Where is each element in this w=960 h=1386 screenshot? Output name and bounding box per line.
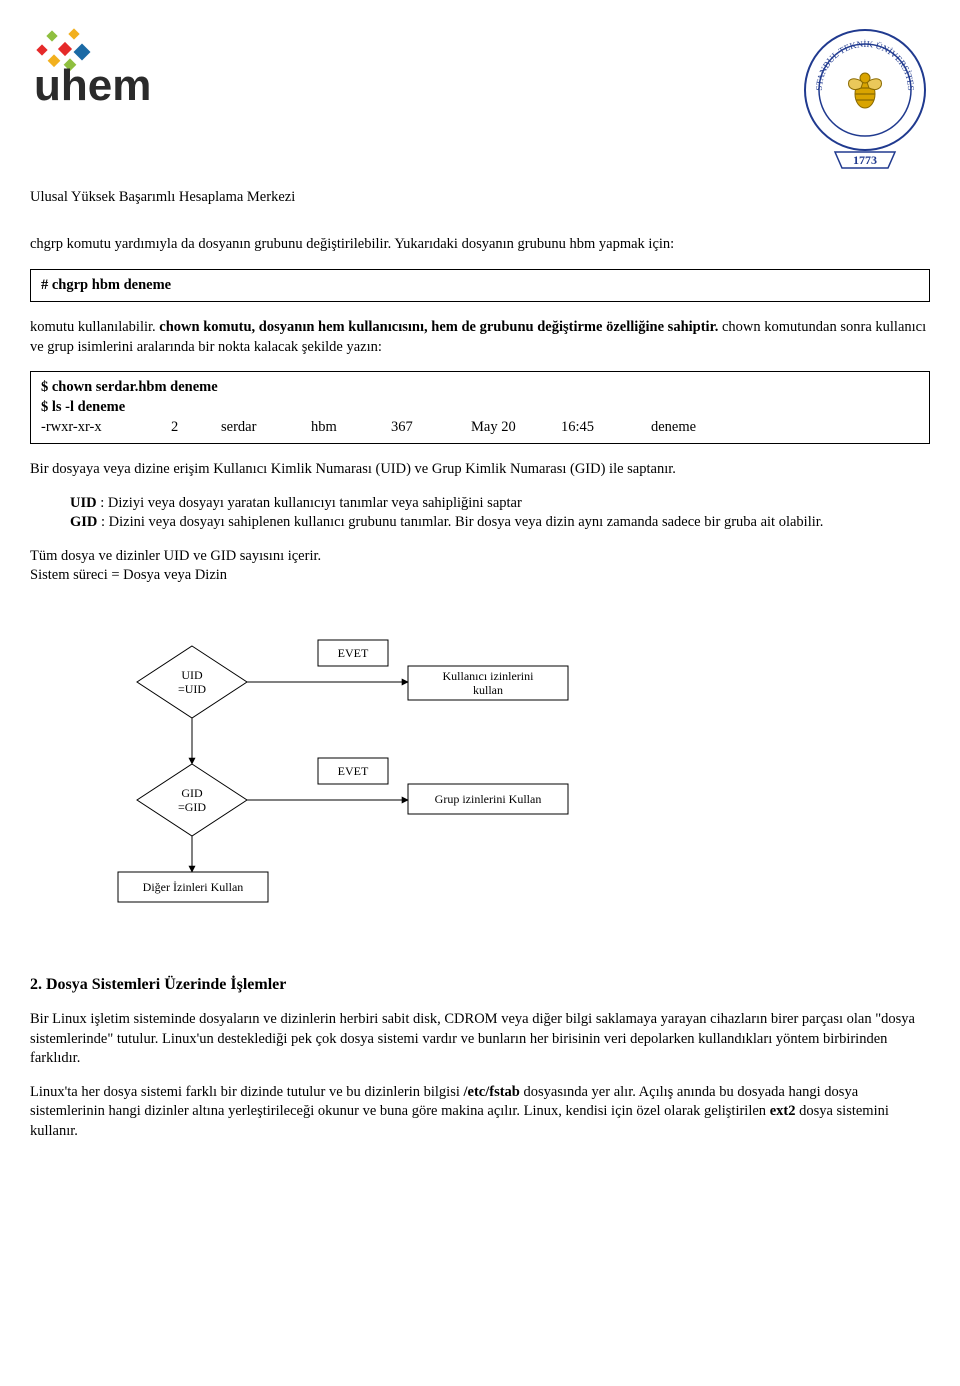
paragraph-system-process: Sistem süreci = Dosya veya Dizin bbox=[30, 566, 930, 586]
paragraph-all-files: Tüm dosya ve dizinler UID ve GID sayısın… bbox=[30, 547, 930, 567]
svg-text:Diğer İzinleri Kullan: Diğer İzinleri Kullan bbox=[143, 880, 244, 894]
time-col: 16:45 bbox=[561, 418, 651, 438]
logo-right: İSTANBUL TEKNİK ÜNİVERSİTESİ 1773 bbox=[800, 20, 930, 182]
text-segment: Linux'ta her dosya sistemi farklı bir di… bbox=[30, 1084, 464, 1100]
uid-label: UID bbox=[70, 495, 97, 511]
itu-seal-icon: İSTANBUL TEKNİK ÜNİVERSİTESİ 1773 bbox=[800, 20, 930, 175]
name-col: deneme bbox=[651, 418, 696, 438]
paragraph-fs-intro: Bir Linux işletim sisteminde dosyaların … bbox=[30, 1010, 930, 1069]
ls-output-row: -rwxr-xr-x 2 serdar hbm 367 May 20 16:45… bbox=[41, 418, 919, 438]
paragraph-chown-intro: komutu kullanılabilir. chown komutu, dos… bbox=[30, 318, 930, 357]
permission-flowchart: UID=UID EVET Kullanıcı izinlerinikullan GID… bbox=[100, 622, 640, 932]
section-2-title: 2. Dosya Sistemleri Üzerinde İşlemler bbox=[30, 974, 930, 996]
ext2-label: ext2 bbox=[770, 1103, 796, 1119]
svg-text:Kullanıcı izinlerini: Kullanıcı izinlerini bbox=[443, 669, 535, 683]
uid-text: : Diziyi veya dosyayı yaratan kullanıcıy… bbox=[97, 495, 522, 511]
svg-text:EVET: EVET bbox=[338, 764, 369, 778]
page-header: uhem İSTANBUL TEKNİK ÜNİVERSİTESİ 177 bbox=[30, 20, 930, 182]
org-name: Ulusal Yüksek Başarımlı Hesaplama Merkez… bbox=[30, 188, 930, 208]
paragraph-chgrp-intro: chgrp komutu yardımıyla da dosyanın grub… bbox=[30, 235, 930, 255]
links-col: 2 bbox=[171, 418, 221, 438]
svg-text:=GID: =GID bbox=[178, 800, 206, 814]
svg-text:EVET: EVET bbox=[338, 646, 369, 660]
code-line: # chgrp hbm deneme bbox=[41, 276, 919, 296]
svg-text:GID: GID bbox=[181, 786, 203, 800]
svg-text:=UID: =UID bbox=[178, 682, 206, 696]
code-box-chgrp: # chgrp hbm deneme bbox=[30, 269, 930, 303]
user-col: serdar bbox=[221, 418, 311, 438]
text-bold-segment: chown komutu, dosyanın hem kullanıcısını… bbox=[156, 319, 722, 335]
gid-label: GID bbox=[70, 514, 97, 530]
uid-gid-definitions: UID : Diziyi veya dosyayı yaratan kullan… bbox=[70, 494, 930, 533]
fstab-path: /etc/fstab bbox=[464, 1084, 520, 1100]
svg-text:Grup izinlerini Kullan: Grup izinlerini Kullan bbox=[435, 792, 542, 806]
uhem-logo-icon: uhem bbox=[30, 20, 230, 110]
logo-left: uhem bbox=[30, 20, 230, 117]
code-line: $ chown serdar.hbm deneme bbox=[41, 378, 919, 398]
group-col: hbm bbox=[311, 418, 391, 438]
date-col: May 20 bbox=[471, 418, 561, 438]
size-col: 367 bbox=[391, 418, 471, 438]
svg-text:1773: 1773 bbox=[853, 153, 877, 167]
perm-col: -rwxr-xr-x bbox=[41, 418, 171, 438]
paragraph-fstab: Linux'ta her dosya sistemi farklı bir di… bbox=[30, 1083, 930, 1142]
gid-definition: GID : Dizini veya dosyayı sahiplenen kul… bbox=[70, 513, 930, 533]
uid-definition: UID : Diziyi veya dosyayı yaratan kullan… bbox=[70, 494, 930, 514]
text-segment: komutu kullanılabilir. bbox=[30, 319, 156, 335]
gid-text: : Dizini veya dosyayı sahiplenen kullanı… bbox=[97, 514, 823, 530]
svg-text:UID: UID bbox=[181, 668, 203, 682]
code-box-chown: $ chown serdar.hbm deneme $ ls -l deneme… bbox=[30, 371, 930, 444]
code-line: $ ls -l deneme bbox=[41, 398, 919, 418]
svg-text:kullan: kullan bbox=[473, 683, 503, 697]
paragraph-uid-gid-intro: Bir dosyaya veya dizine erişim Kullanıcı… bbox=[30, 460, 930, 480]
svg-text:uhem: uhem bbox=[34, 61, 151, 110]
